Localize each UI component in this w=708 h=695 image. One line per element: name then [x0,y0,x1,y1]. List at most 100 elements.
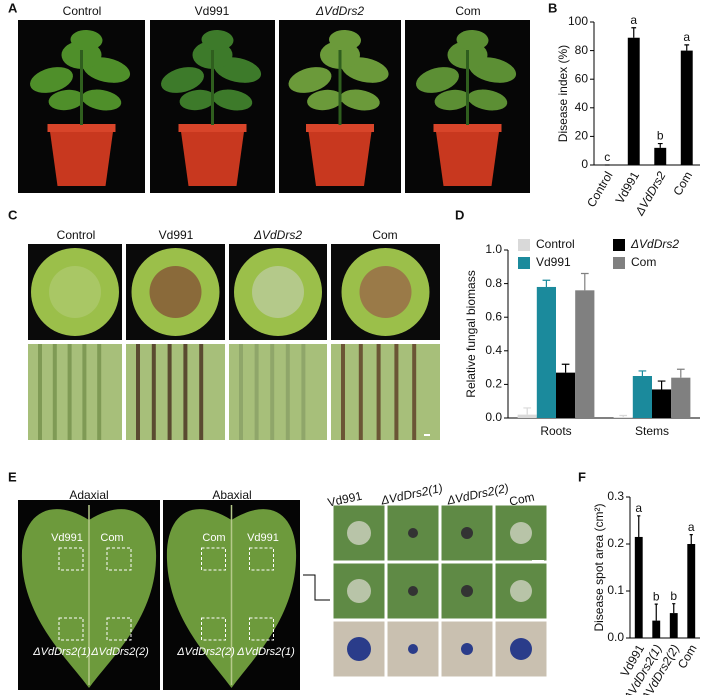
photo-shape [331,344,440,440]
significance-letter: c [604,150,610,164]
photo-label: Com [508,490,536,509]
photo-shape [183,344,188,440]
spot-label: Vd991 [51,532,83,544]
photo-shape [433,124,502,132]
significance-letter: b [653,589,660,603]
photo-shape [434,89,471,111]
y-tick-label: 0.0 [485,410,502,424]
y-tick-label: 0.4 [485,343,502,357]
photo-shape [408,528,418,538]
photo-shape [358,344,363,440]
significance-letter: b [670,589,677,603]
photo-shape [461,585,473,597]
photo-shape [288,67,332,93]
panel-label: F [578,469,586,484]
photo-shape [440,620,494,678]
photo-shape [81,89,122,111]
error-bar [638,370,647,376]
bar [517,414,537,418]
photo-shape [510,522,532,544]
legend-swatch [613,257,625,269]
photo-shape [249,617,274,641]
photo-shape [239,344,243,440]
photo-shape [270,344,275,440]
photo-shape [340,89,380,111]
error-bar [561,363,570,373]
panel-label: C [8,207,18,222]
significance-letter: a [683,30,690,44]
y-tick-label: 0.0 [607,630,624,644]
photo-shape [167,344,172,440]
photo-label: ΔVdDrs2 [315,4,364,18]
y-axis-label: Disease index (%) [556,45,570,142]
photo-shape [28,344,122,440]
spot-label: ΔVdDrs2(1) [236,646,295,658]
leaf-label: Abaxial [212,488,251,502]
photo-shape [126,344,225,440]
y-tick-label: 40 [575,100,589,114]
photo-shape [201,29,234,51]
error-bar [542,279,551,287]
error-bar [619,414,628,418]
photo-shape [179,89,216,111]
y-axis-label: Disease spot area (cm²) [592,503,606,631]
photo-shape [30,67,73,93]
spot-label: ΔVdDrs2(2) [176,646,235,658]
error-bar [523,407,532,415]
y-tick-label: 0.2 [485,377,502,391]
photo-shape [106,617,132,641]
significance-letter: a [635,501,642,515]
photo-shape [424,434,430,436]
photo-shape [303,574,330,601]
photo-shape [47,124,116,132]
photo-shape [49,266,101,318]
legend-swatch [613,239,625,251]
y-tick-label: 0.8 [485,276,502,290]
photo-shape [467,89,508,111]
spot-label: Com [202,532,225,544]
photo-shape [412,344,417,440]
photo-shape [252,266,304,318]
photo-shape [435,128,500,186]
photo-shape [347,521,371,545]
y-tick-label: 0.3 [607,489,624,503]
error-bar [657,380,666,390]
photo-shape [285,344,290,440]
significance-letter: a [630,13,637,27]
photo-shape [58,547,84,571]
photo-shape [180,128,245,186]
photo-shape [341,344,345,440]
photo-shape [532,560,544,562]
photo-shape [532,619,544,621]
photo-shape [461,527,473,539]
y-tick-label: 100 [568,14,588,28]
photo-shape [201,617,226,641]
legend-label: ΔVdDrs2 [630,237,679,251]
photo-label: ΔVdDrs2(2) [445,481,510,508]
photo-shape [151,344,156,440]
photo-shape [408,644,418,654]
error-bar [631,27,637,38]
y-tick-label: 1.0 [485,242,502,256]
x-tick-label: Com [670,169,695,198]
significance-letter: a [688,520,695,534]
spot-label: Vd991 [247,532,279,544]
photo-shape [532,677,544,679]
photo-shape [494,562,548,620]
legend-label: Vd991 [536,255,571,269]
y-tick-label: 60 [575,71,589,85]
bar [556,372,576,418]
bar [671,377,691,418]
photo-shape [38,344,42,440]
error-bar [580,272,589,291]
photo-label: Vd991 [159,228,194,242]
error-bar [689,534,693,544]
photo-shape [416,67,459,93]
photo-shape [461,643,473,655]
bar [613,417,633,418]
photo-shape [149,266,202,318]
photo-shape [52,344,57,440]
photo-shape [229,344,327,440]
photos [18,20,548,690]
